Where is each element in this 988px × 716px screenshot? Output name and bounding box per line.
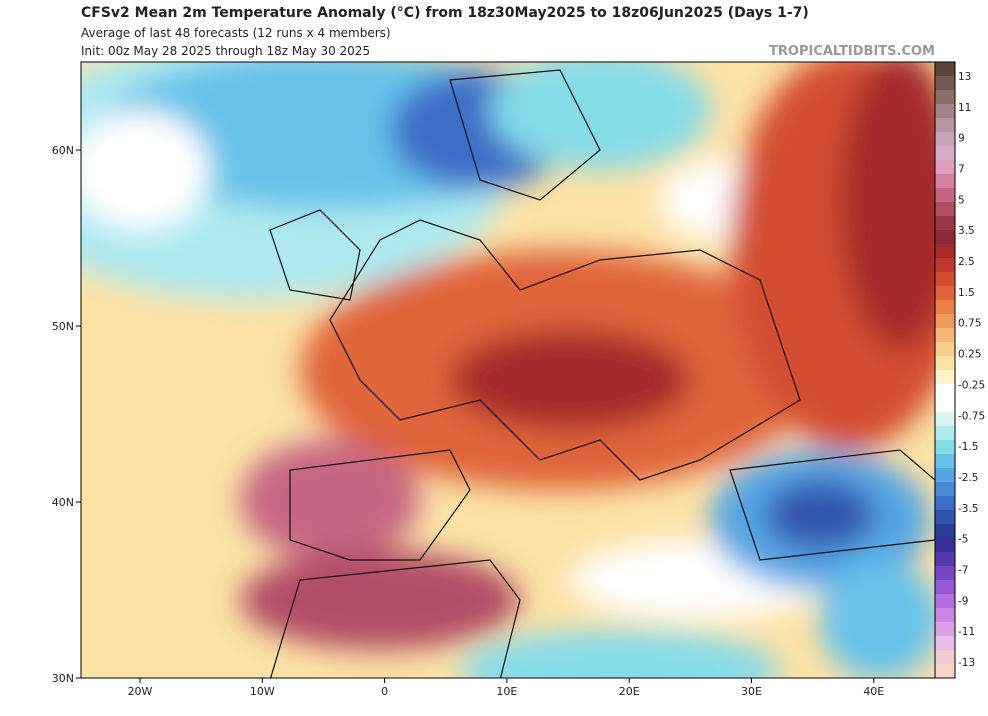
colorbar-box bbox=[935, 594, 955, 609]
colorbar-box bbox=[935, 384, 955, 399]
colorbar-box bbox=[935, 482, 955, 497]
colorbar-box bbox=[935, 440, 955, 455]
colorbar-box bbox=[935, 650, 955, 665]
colorbar-box bbox=[935, 636, 955, 651]
colorbar-box bbox=[935, 538, 955, 553]
colorbar-box bbox=[935, 510, 955, 525]
colorbar-label: 13 bbox=[958, 71, 971, 83]
colorbar-box bbox=[935, 118, 955, 133]
colorbar-label: -0.25 bbox=[958, 379, 985, 391]
subtitle: Average of last 48 forecasts (12 runs x … bbox=[81, 26, 391, 40]
colorbar-box bbox=[935, 608, 955, 623]
colorbar-label: -5 bbox=[958, 534, 968, 546]
lon-label: 0 bbox=[381, 685, 388, 698]
colorbar-label: 3.5 bbox=[958, 225, 975, 237]
colorbar-label: -2.5 bbox=[958, 472, 979, 484]
colorbar-box bbox=[935, 216, 955, 231]
colorbar-box bbox=[935, 202, 955, 217]
colorbar-box bbox=[935, 370, 955, 385]
lat-label: 30N bbox=[52, 672, 74, 685]
colorbar-label: 9 bbox=[958, 133, 965, 145]
colorbar-box bbox=[935, 258, 955, 273]
watermark: TROPICALTIDBITS.COM bbox=[769, 44, 935, 59]
colorbar-box bbox=[935, 328, 955, 343]
colorbar-label: -1.5 bbox=[958, 441, 979, 453]
colorbar-box bbox=[935, 62, 955, 77]
colorbar-box bbox=[935, 552, 955, 567]
colorbar-label: 1.5 bbox=[958, 287, 975, 299]
colorbar-label: -13 bbox=[958, 657, 975, 669]
map bbox=[81, 62, 935, 678]
colorbar-label: 11 bbox=[958, 102, 971, 114]
colorbar-box bbox=[935, 188, 955, 203]
colorbar-box bbox=[935, 454, 955, 469]
colorbar-label: -0.75 bbox=[958, 410, 985, 422]
colorbar-box bbox=[935, 356, 955, 371]
lon-label: 10W bbox=[250, 685, 275, 698]
colorbar-box bbox=[935, 412, 955, 427]
colorbar-box bbox=[935, 76, 955, 91]
colorbar-label: 7 bbox=[958, 164, 965, 176]
lat-label: 40N bbox=[52, 496, 74, 509]
colorbar-box bbox=[935, 160, 955, 175]
colorbar-box bbox=[935, 132, 955, 147]
colorbar-box bbox=[935, 664, 955, 679]
lon-label: 40E bbox=[863, 685, 884, 698]
lat-label: 50N bbox=[52, 320, 74, 333]
colorbar-box bbox=[935, 342, 955, 357]
colorbar-label: -7 bbox=[958, 564, 968, 576]
colorbar-box bbox=[935, 566, 955, 581]
colorbar-box bbox=[935, 300, 955, 315]
lon-label: 10E bbox=[496, 685, 517, 698]
lon-label: 20W bbox=[128, 685, 153, 698]
lat-label: 60N bbox=[52, 144, 74, 157]
colorbar-box bbox=[935, 104, 955, 119]
colorbar-box bbox=[935, 314, 955, 329]
title: CFSv2 Mean 2m Temperature Anomaly (°C) f… bbox=[81, 5, 809, 21]
colorbar-label: -9 bbox=[958, 595, 968, 607]
colorbar-label: 5 bbox=[958, 194, 965, 206]
colorbar-box bbox=[935, 272, 955, 287]
colorbar-box bbox=[935, 244, 955, 259]
colorbar-label: -3.5 bbox=[958, 503, 979, 515]
init-text: Init: 00z May 28 2025 through 18z May 30… bbox=[81, 44, 370, 58]
colorbar-label: 0.25 bbox=[958, 349, 981, 361]
colorbar-label: -11 bbox=[958, 626, 975, 638]
colorbar-box bbox=[935, 468, 955, 483]
colorbar-box bbox=[935, 398, 955, 413]
lon-label: 30E bbox=[741, 685, 762, 698]
colorbar-box bbox=[935, 230, 955, 245]
colorbar-frame bbox=[934, 61, 956, 679]
colorbar-box bbox=[935, 90, 955, 105]
colorbar-box bbox=[935, 174, 955, 189]
lon-label: 20E bbox=[619, 685, 640, 698]
colorbar-box bbox=[935, 524, 955, 539]
colorbar-box bbox=[935, 286, 955, 301]
colorbar-label: 0.75 bbox=[958, 318, 981, 330]
colorbar-box bbox=[935, 580, 955, 595]
colorbar-box bbox=[935, 622, 955, 637]
colorbar-box bbox=[935, 426, 955, 441]
colorbar-box bbox=[935, 146, 955, 161]
colorbar-label: 2.5 bbox=[958, 256, 975, 268]
colorbar-box bbox=[935, 496, 955, 511]
